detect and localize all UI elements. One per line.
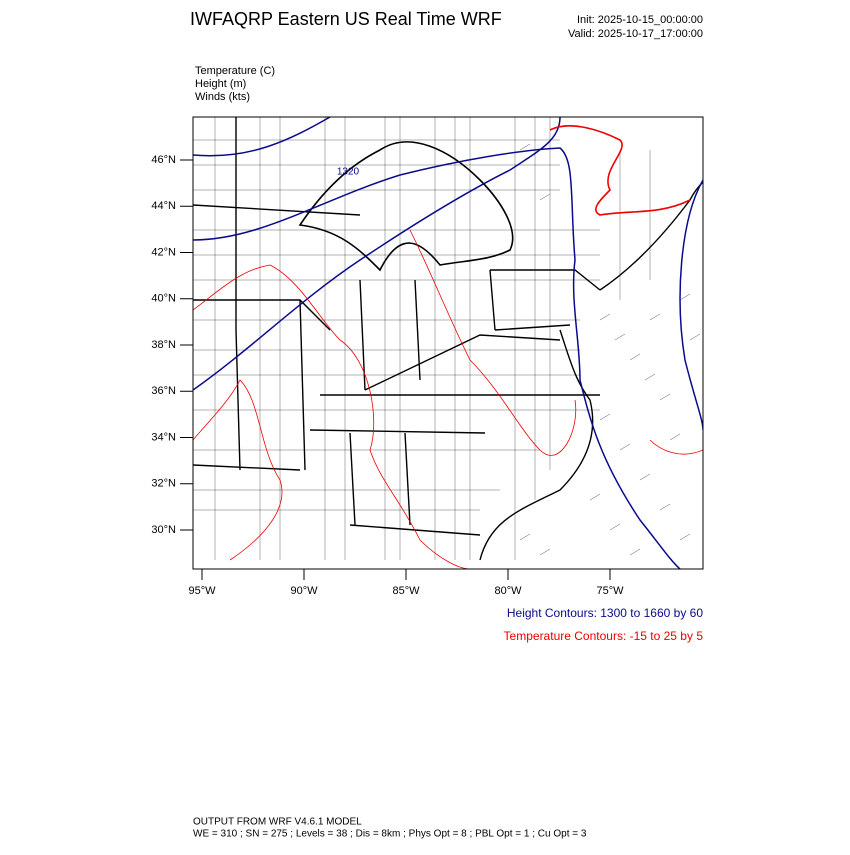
valid-time: Valid: 2025-10-17_17:00:00 xyxy=(568,28,703,40)
lat-label: 32°N xyxy=(151,478,176,490)
lat-label: 34°N xyxy=(151,431,176,443)
lon-label: 95°W xyxy=(188,585,216,597)
lat-label: 42°N xyxy=(151,246,176,258)
temperature-contours xyxy=(193,125,703,569)
lat-label: 36°N xyxy=(151,385,176,397)
lon-label: 90°W xyxy=(290,585,318,597)
field-label: Height (m) xyxy=(195,78,246,90)
height-contour-info: Height Contours: 1300 to 1660 by 60 xyxy=(507,606,703,620)
lat-label: 40°N xyxy=(151,293,176,305)
field-label: Temperature (C) xyxy=(195,65,275,77)
lat-label: 44°N xyxy=(151,200,176,212)
lat-label: 46°N xyxy=(151,154,176,166)
title: IWFAQRP Eastern US Real Time WRF xyxy=(190,9,502,29)
lon-label: 85°W xyxy=(392,585,420,597)
lat-label: 30°N xyxy=(151,524,176,536)
footer-line: OUTPUT FROM WRF V4.6.1 MODEL xyxy=(193,817,362,828)
init-time: Init: 2025-10-15_00:00:00 xyxy=(577,14,703,26)
temperature-contour-info: Temperature Contours: -15 to 25 by 5 xyxy=(504,629,704,643)
lon-label: 75°W xyxy=(596,585,624,597)
lon-label: 80°W xyxy=(494,585,522,597)
county-lines xyxy=(193,117,651,560)
map-area: 1320 xyxy=(192,116,704,570)
map-frame xyxy=(192,116,704,570)
lat-label: 38°N xyxy=(151,339,176,351)
map-content: 1320 xyxy=(193,117,703,569)
wind-barbs xyxy=(519,143,701,556)
height-contours xyxy=(193,117,703,569)
state-lines xyxy=(193,117,703,561)
field-label: Winds (kts) xyxy=(195,91,250,103)
contour-label: 1320 xyxy=(337,167,360,178)
footer-line: WE = 310 ; SN = 275 ; Levels = 38 ; Dis … xyxy=(193,829,587,840)
